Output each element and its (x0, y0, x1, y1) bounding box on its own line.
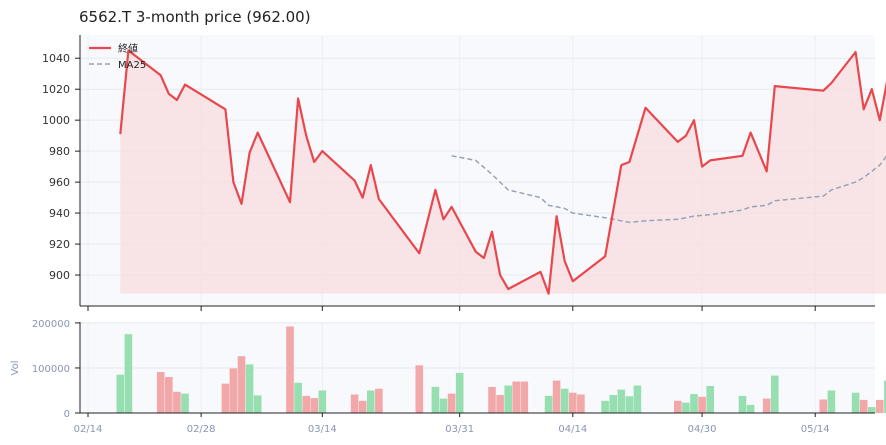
volume-bar (569, 392, 577, 413)
volume-bar (682, 402, 690, 413)
volume-y-tick-label: 0 (64, 409, 70, 420)
price-y-tick-label: 900 (49, 269, 70, 282)
volume-bar (496, 395, 504, 413)
volume-bar (229, 368, 238, 413)
x-tick-label: 02/28 (187, 424, 216, 435)
volume-bar (851, 392, 860, 413)
volume-bar (827, 390, 836, 413)
volume-bar (560, 388, 569, 413)
price-area-fill (120, 50, 886, 294)
price-y-tick-label: 960 (49, 176, 70, 189)
volume-bar (439, 398, 448, 413)
volume-bar (706, 386, 714, 413)
price-y-tick-label: 1000 (42, 114, 70, 127)
volume-y-tick-label: 100000 (32, 364, 70, 375)
volume-bar (884, 380, 886, 413)
volume-bar (625, 396, 634, 413)
volume-bar (156, 372, 165, 413)
volume-bar (181, 393, 189, 413)
price-y-tick-label: 940 (49, 207, 70, 220)
chart-title: 6562.T 3-month price (962.00) (79, 8, 311, 26)
volume-x-axis: 02/14 02/28 03/14 03/31 04/14 04/30 05/14 (74, 413, 830, 435)
volume-bar (367, 390, 375, 413)
volume-bar (868, 407, 876, 413)
price-y-tick-label: 920 (49, 238, 70, 251)
volume-bar (455, 372, 464, 413)
volume-bar (504, 385, 512, 413)
volume-bar (488, 386, 496, 413)
volume-bar (674, 400, 682, 413)
x-tick-label: 03/31 (445, 424, 474, 435)
volume-bar (116, 374, 125, 413)
volume-bar (310, 398, 318, 413)
price-y-tick-label: 1040 (42, 52, 70, 65)
volume-bar (609, 395, 617, 413)
volume-bar (544, 395, 553, 413)
volume-bar (350, 394, 359, 413)
volume-bar (859, 399, 868, 413)
volume-y-axis: 0 100000 200000 (32, 319, 80, 420)
x-tick-label: 04/14 (558, 424, 587, 435)
volume-bar (124, 334, 133, 413)
volume-bar (447, 393, 456, 413)
volume-bar (253, 395, 262, 413)
volume-axis-label: Vol (10, 361, 21, 376)
volume-bar (617, 389, 626, 413)
ma25-line (451, 155, 886, 224)
volume-bar (318, 390, 327, 413)
x-tick-label: 02/14 (74, 424, 103, 435)
volume-bar (286, 326, 294, 413)
x-tick-label: 04/30 (688, 424, 717, 435)
volume-bar (738, 395, 747, 413)
price-y-axis: 900 920 940 960 980 1000 1020 1040 (42, 52, 80, 282)
volume-bar (415, 365, 424, 413)
volume-bar (221, 383, 230, 413)
volume-bar (431, 386, 440, 413)
volume-bar (512, 381, 520, 413)
volume-bar (375, 388, 383, 413)
x-tick-label: 03/14 (308, 424, 337, 435)
volume-grid (80, 322, 875, 413)
volume-bar (771, 375, 779, 413)
price-y-tick-label: 1020 (42, 83, 70, 96)
volume-bar (237, 356, 246, 413)
volume-bar (746, 404, 755, 413)
volume-bar (762, 398, 771, 413)
volume-bar (601, 400, 609, 413)
volume-bar (698, 396, 706, 413)
legend: 終値 MA25 (89, 42, 146, 71)
volume-bar (302, 395, 310, 413)
volume-bar (520, 381, 529, 413)
volume-bar (552, 380, 561, 413)
volume-bar (577, 394, 585, 413)
volume-y-tick-label: 200000 (32, 319, 70, 330)
x-tick-label: 05/14 (801, 424, 830, 435)
volume-bar (245, 364, 254, 413)
price-line (119, 49, 886, 295)
volume-bar (294, 382, 302, 413)
volume-bar (358, 400, 367, 413)
price-x-ticks (87, 306, 816, 311)
legend-ma25-label: MA25 (118, 60, 146, 71)
volume-bar (633, 385, 642, 413)
volume-bar (165, 377, 173, 413)
price-y-tick-label: 980 (49, 145, 70, 158)
volume-bar (819, 399, 828, 413)
volume-bar (173, 391, 181, 413)
volume-bars (116, 326, 886, 413)
legend-price-label: 終値 (118, 42, 138, 55)
volume-bar (690, 394, 698, 413)
volume-bar (876, 399, 884, 413)
